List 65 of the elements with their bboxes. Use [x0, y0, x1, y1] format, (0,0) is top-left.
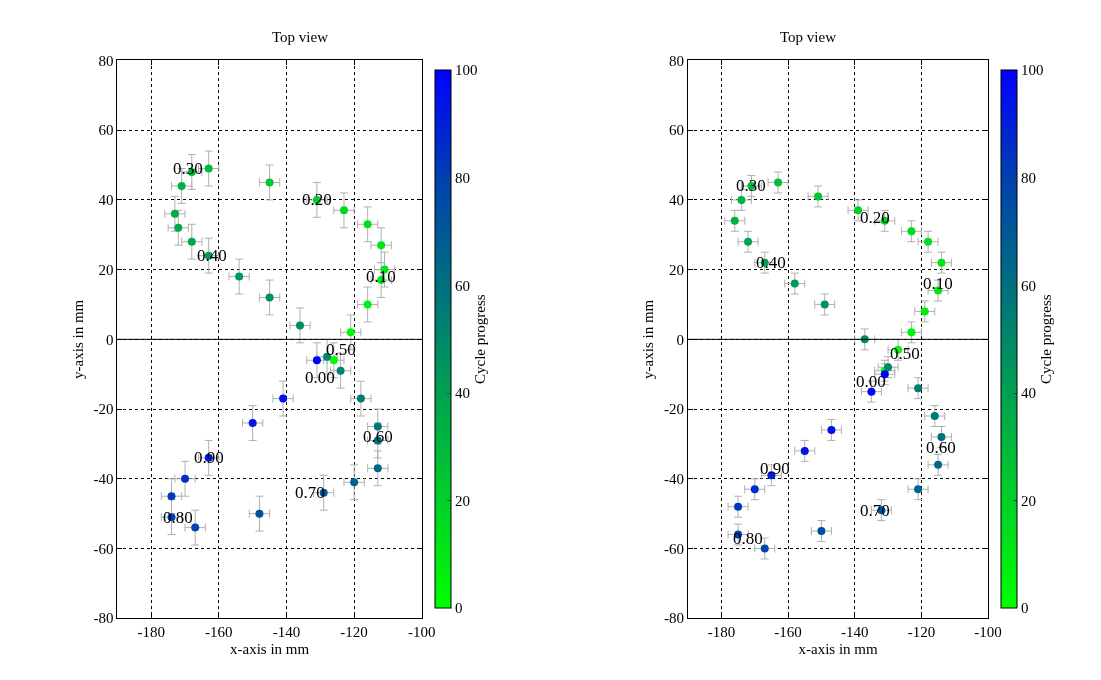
- x-tick-label: -140: [272, 624, 301, 641]
- y-tick-label: 40: [669, 192, 685, 209]
- color-bar-label: 100: [455, 62, 478, 79]
- y-tick-label: 80: [669, 52, 685, 69]
- annotation: 0.70: [295, 483, 325, 502]
- y-tick-label: -20: [93, 401, 114, 418]
- annotation: 0.80: [163, 508, 193, 527]
- annotation: 0.10: [366, 267, 396, 286]
- y-tick-label: 0: [676, 331, 685, 348]
- y-tick-label: -40: [664, 471, 685, 488]
- chart-title: Top view: [780, 29, 837, 45]
- color-bar-title: Cycle progress: [1038, 294, 1054, 384]
- x-tick-label: -160: [774, 624, 802, 641]
- color-bar-label: 40: [455, 385, 470, 402]
- color-bar-label: 100: [1021, 62, 1044, 79]
- color-bar-title: Cycle progress: [472, 294, 488, 384]
- x-tick-label: -120: [340, 624, 368, 641]
- y-tick-label: -60: [664, 540, 685, 557]
- annotation: 0.10: [923, 274, 953, 293]
- color-bar-label: 0: [1021, 600, 1029, 617]
- color-bar-label: 0: [455, 600, 463, 617]
- annotation: 0.30: [173, 159, 203, 178]
- annotation: 0.60: [926, 438, 956, 457]
- annotation: 0.50: [326, 340, 356, 359]
- color-bar-label: 80: [455, 170, 470, 187]
- y-tick-label: -20: [664, 401, 685, 418]
- y-tick-label: 60: [98, 122, 114, 139]
- x-tick-label: -180: [137, 624, 165, 641]
- annotation: 0.30: [736, 176, 766, 195]
- x-tick-label: -160: [205, 624, 233, 641]
- y-tick-label: -60: [93, 540, 114, 557]
- chart-title: Top view: [272, 29, 329, 45]
- x-tick-label: -120: [907, 624, 936, 641]
- y-tick-label: 40: [98, 192, 114, 209]
- annotation: 0.50: [890, 344, 920, 363]
- y-tick-label: -80: [664, 610, 685, 627]
- color-bar-label: 60: [1021, 277, 1036, 294]
- x-tick-label: -140: [840, 624, 869, 641]
- x-axis-title: x-axis in mm: [229, 641, 310, 658]
- annotation: 0.70: [860, 501, 890, 520]
- y-tick-label: -80: [93, 610, 114, 627]
- x-tick-label: -100: [974, 624, 1002, 641]
- annotation: 0.00: [856, 372, 886, 391]
- y-tick-label: -40: [93, 471, 114, 488]
- x-axis-title: x-axis in mm: [798, 641, 878, 658]
- y-tick-label: 60: [669, 122, 685, 139]
- color-bar-label: 20: [1021, 492, 1036, 509]
- x-tick-label: -180: [707, 624, 736, 641]
- annotation: 0.60: [363, 427, 393, 446]
- annotation: 0.80: [733, 529, 763, 548]
- y-tick-label: 20: [98, 261, 114, 278]
- y-axis-title: y-axis in mm: [640, 299, 657, 379]
- annotation: 0.20: [860, 208, 890, 227]
- y-tick-label: 20: [669, 261, 685, 278]
- y-axis-title: y-axis in mm: [69, 299, 86, 379]
- annotation: 0.90: [760, 459, 790, 478]
- color-bar-label: 80: [1021, 170, 1036, 187]
- color-bar-label: 20: [455, 492, 470, 509]
- annotation: 0.00: [305, 368, 335, 387]
- x-tick-label: -100: [408, 624, 436, 641]
- color-bar-label: 40: [1021, 385, 1036, 402]
- y-tick-label: 80: [98, 52, 114, 69]
- annotation: 0.40: [756, 253, 786, 272]
- color-bar-label: 60: [455, 277, 470, 294]
- y-tick-label: 0: [105, 331, 114, 348]
